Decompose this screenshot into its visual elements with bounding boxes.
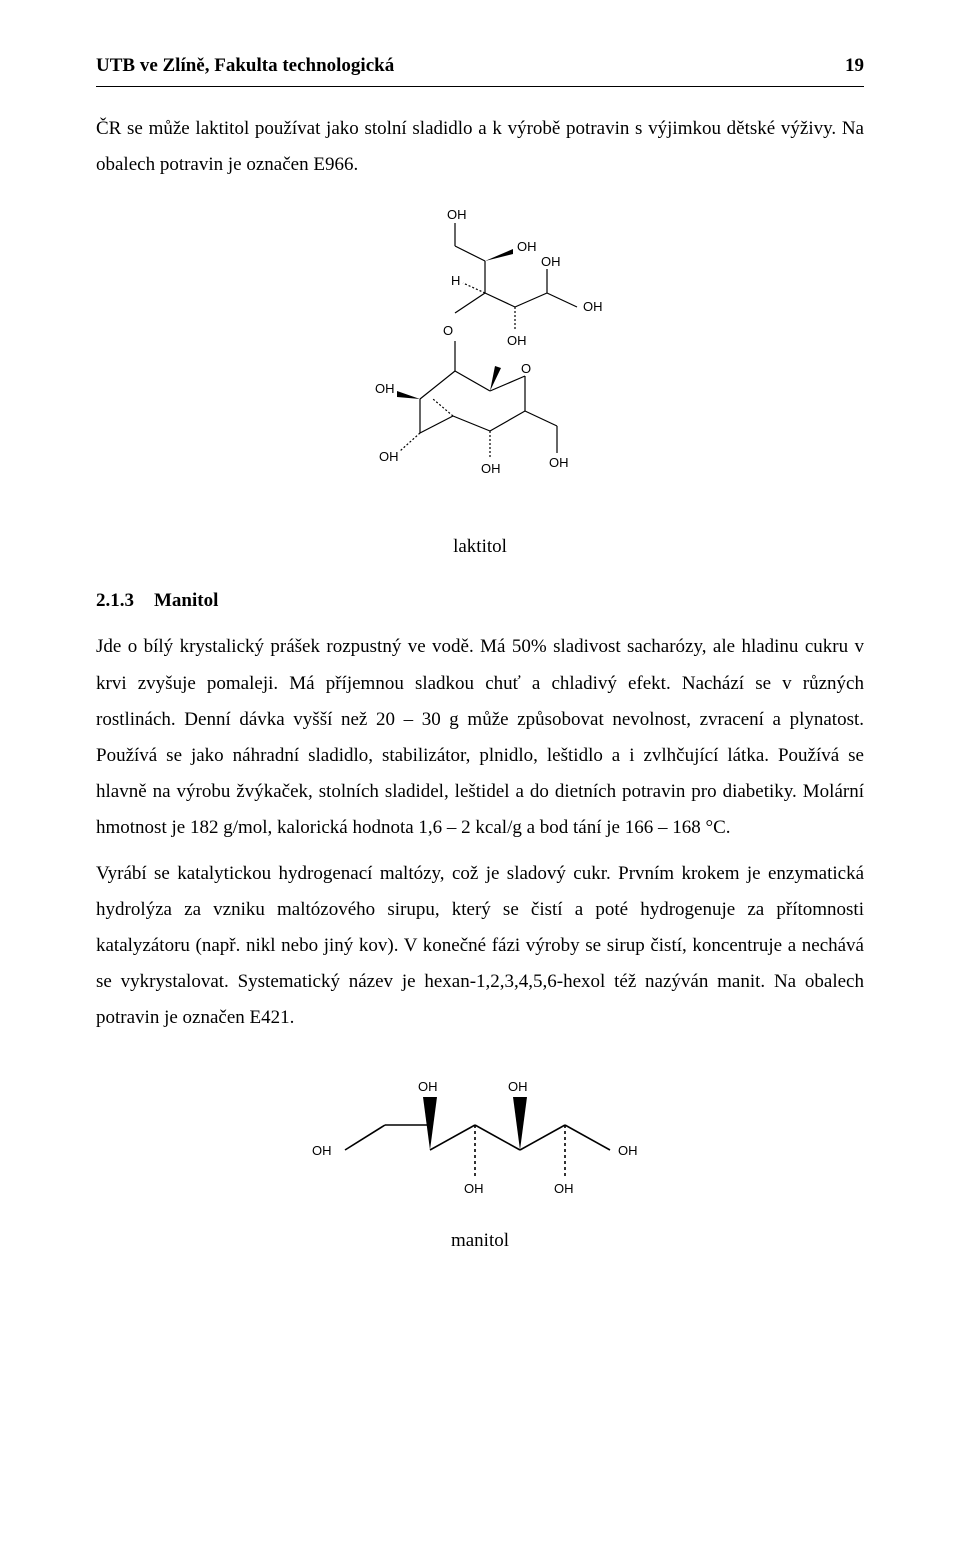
oh-label: OH — [379, 449, 399, 464]
manitol-structure-svg: OH OH OH OH OH OH — [290, 1055, 670, 1215]
manitol-paragraph-1: Jde o bílý krystalický prášek rozpustný … — [96, 629, 864, 846]
oh-label: OH — [418, 1079, 438, 1094]
oh-label: OH — [464, 1181, 484, 1196]
manitol-paragraph-2: Vyrábí se katalytickou hydrogenací maltó… — [96, 856, 864, 1036]
section-heading-manitol: 2.1.3 Manitol — [96, 583, 864, 619]
manitol-caption: manitol — [96, 1223, 864, 1259]
oh-label: OH — [517, 239, 537, 254]
oh-label: OH — [481, 461, 501, 476]
page-header: UTB ve Zlíně, Fakulta technologická 19 — [96, 48, 864, 87]
header-page-number: 19 — [845, 48, 864, 84]
manitol-figure: OH OH OH OH OH OH — [96, 1055, 864, 1215]
laktitol-caption: laktitol — [96, 529, 864, 565]
h-label: H — [451, 273, 460, 288]
oh-label: OH — [447, 207, 467, 222]
oh-label: OH — [508, 1079, 528, 1094]
header-left: UTB ve Zlíně, Fakulta technologická — [96, 48, 394, 84]
intro-paragraph: ČR se může laktitol používat jako stolní… — [96, 111, 864, 183]
oh-label: OH — [375, 381, 395, 396]
oh-label: OH — [507, 333, 527, 348]
oh-label: OH — [549, 455, 569, 470]
oh-label: OH — [541, 254, 561, 269]
o-label: O — [443, 323, 453, 338]
section-title: Manitol — [154, 590, 218, 611]
laktitol-structure-svg: OH OH H OH O OH OH OH O OH OH OH — [335, 201, 625, 521]
section-number: 2.1.3 — [96, 583, 134, 619]
oh-label: OH — [618, 1143, 638, 1158]
oh-label: OH — [583, 299, 603, 314]
o-label: O — [521, 361, 531, 376]
laktitol-figure: OH OH H OH O OH OH OH O OH OH OH — [96, 201, 864, 521]
oh-label: OH — [554, 1181, 574, 1196]
oh-label: OH — [312, 1143, 332, 1158]
